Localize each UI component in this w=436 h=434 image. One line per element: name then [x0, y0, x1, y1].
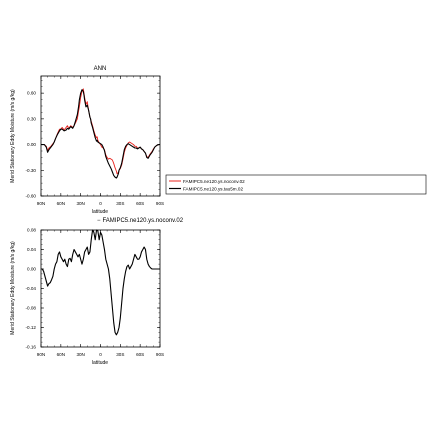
- bottom-y-tick-label: -0.04: [26, 286, 37, 291]
- top-chart-title: ANN: [94, 66, 107, 72]
- top-x-tick-label: 90N: [37, 201, 45, 206]
- top-plot-frame: [40, 75, 161, 197]
- bottom-y-tick-label: -0.16: [26, 345, 37, 350]
- bottom-plot-frame: [40, 229, 161, 348]
- bottom-x-tick-label: 60S: [136, 352, 144, 357]
- top-x-tick-label: 60S: [136, 201, 144, 206]
- bottom-x-tick-label: 0: [99, 352, 102, 357]
- legend-label-noconv: FAMIPC5.ne120.ys.noconv.02: [183, 179, 245, 184]
- top-y-tick-label: 0.30: [27, 116, 36, 121]
- top-x-tick-label: 30S: [116, 201, 124, 206]
- bottom-series-line-0: [41, 229, 160, 336]
- bottom-series-lines: [41, 229, 160, 336]
- bottom-x-tick-label: 60N: [57, 352, 65, 357]
- bottom-y-tick-label: 0.08: [27, 228, 36, 233]
- bottom-title-prefix: −: [97, 218, 101, 224]
- top-y-tick-label: -0.60: [26, 194, 37, 199]
- top-y-tick-label: 0.60: [27, 91, 36, 96]
- top-series-line-1: [41, 89, 160, 179]
- legend-label-tau5m: FAMIPC5.ne120.ys.tau5m.02: [183, 186, 243, 191]
- bottom-y-tick-label: -0.08: [26, 306, 37, 311]
- bottom-x-ticks: 90N 60N 30N 0 30S 60S 90S: [37, 352, 164, 357]
- bottom-y-tick-label: -0.12: [26, 325, 37, 330]
- bottom-y-tick-label: 0.00: [27, 267, 36, 272]
- bottom-y-ticks: -0.16 -0.12 -0.08 -0.04 0.00 0.04 0.08: [26, 228, 37, 350]
- legend: FAMIPC5.ne120.ys.noconv.02 FAMIPC5.ne120…: [165, 174, 427, 195]
- top-x-axis-label: latitude: [92, 209, 108, 215]
- bottom-x-tick-label: 90N: [37, 352, 45, 357]
- top-x-tick-label: 0: [99, 201, 102, 206]
- bottom-y-tick-label: 0.04: [27, 247, 36, 252]
- bottom-y-axis-label: Merid Stationary Eddy Moisture (m/s g/kg…: [10, 241, 16, 335]
- top-x-tick-label: 60N: [57, 201, 65, 206]
- bottom-x-axis-label: latitude: [92, 360, 108, 366]
- bottom-x-tick-label: 30N: [76, 352, 84, 357]
- top-y-axis-label: Merid Stationary Eddy Moisture (m/s g/kg…: [10, 89, 16, 183]
- top-x-tick-label: 30N: [76, 201, 84, 206]
- top-y-tick-label: 0.00: [27, 142, 36, 147]
- bottom-x-tick-label: 90S: [156, 352, 164, 357]
- top-series-lines: [41, 88, 160, 179]
- top-x-tick-label: 90S: [156, 201, 164, 206]
- bottom-chart-title: − FAMIPC5.ne120.ys.noconv.02: [97, 218, 184, 224]
- legend-box: [165, 174, 427, 195]
- top-panel: ANN -0.60 -0.30 0.00 0.30 0.60 90N 60N 3…: [10, 66, 427, 215]
- bottom-panel: − FAMIPC5.ne120.ys.noconv.02 -0.16 -0.12 …: [10, 218, 184, 366]
- top-x-ticks: 90N 60N 30N 0 30S 60S 90S: [37, 201, 164, 206]
- bottom-title-text: FAMIPC5.ne120.ys.noconv.02: [102, 218, 183, 224]
- bottom-x-tick-label: 30S: [116, 352, 124, 357]
- top-y-ticks: -0.60 -0.30 0.00 0.30 0.60: [26, 91, 37, 199]
- top-y-tick-label: -0.30: [26, 168, 37, 173]
